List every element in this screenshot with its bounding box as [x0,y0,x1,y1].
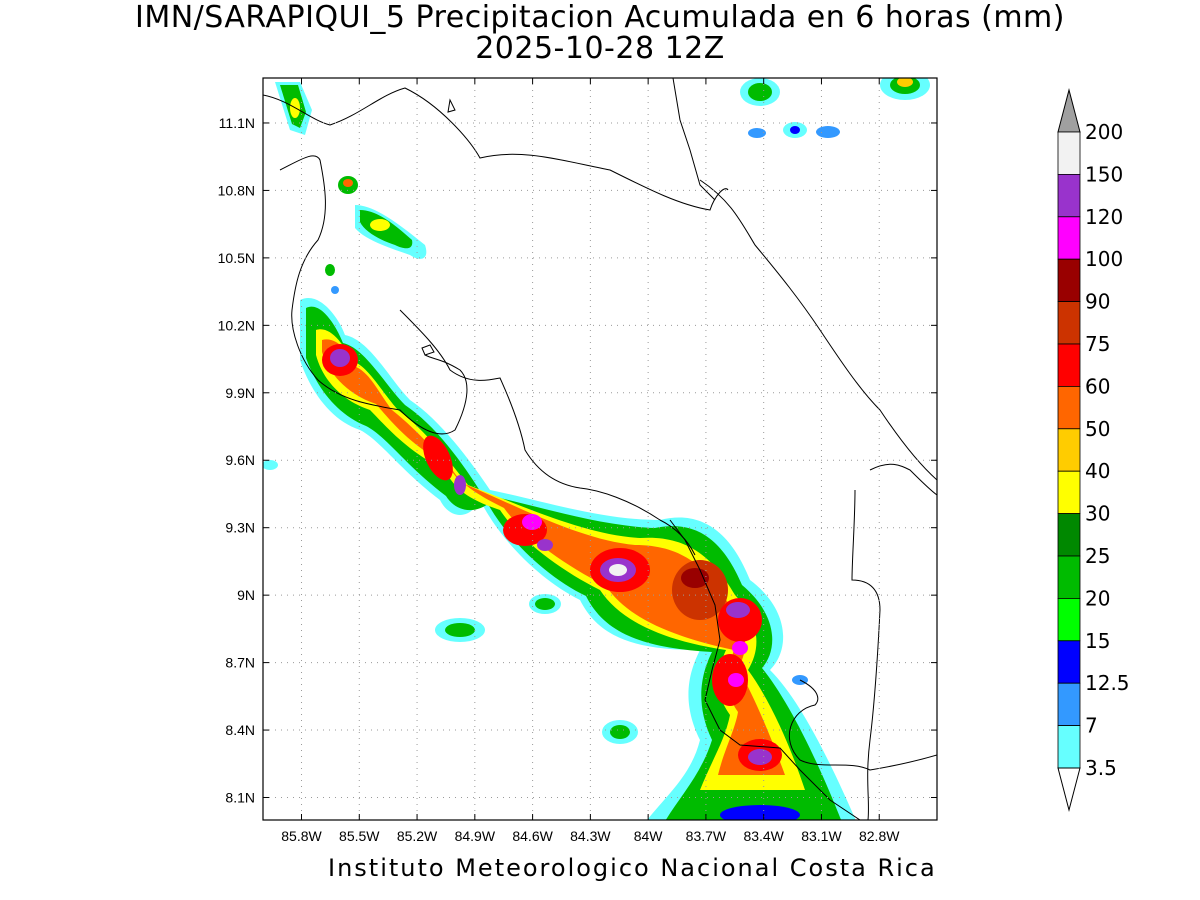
y-tick-label: 8.7N [225,655,255,671]
colorbar-label: 40 [1085,459,1110,483]
x-tick-label: 82.8W [859,828,900,844]
colorbar-label: 20 [1085,586,1110,610]
colorbar-label: 120 [1085,205,1123,229]
x-tick-label: 85.8W [281,828,322,844]
colorbar-under-arrow [1057,767,1081,812]
y-axis: 11.1N 10.8N 10.5N 10.2N 9.9N 9.6N 9.3N 9N 8.7N 8.… [218,115,937,806]
colorbar-label: 7 [1085,714,1098,738]
x-tick-label: 83.1W [801,828,842,844]
colorbar-swatch [1057,470,1081,515]
map-title: IMN/SARAPIQUI_5 Precipitacion Acumulada … [135,0,1065,35]
colorbar-label: 12.5 [1085,671,1130,695]
x-tick-label: 84.9W [455,828,496,844]
colorbar-label: 150 [1085,162,1123,186]
colorbar-swatch [1057,555,1081,599]
coastline [263,87,937,820]
y-tick-label: 9N [237,587,255,603]
colorbar-label: 15 [1085,629,1110,653]
y-tick-label: 10.2N [218,317,255,333]
colorbar-over-arrow [1057,88,1081,133]
colorbar-swatch [1057,513,1081,557]
y-tick-label: 10.8N [218,182,255,198]
y-tick-label: 10.5N [218,250,255,266]
colorbar-label: 100 [1085,247,1123,271]
colorbar-swatch [1057,598,1081,642]
y-tick-label: 9.3N [225,520,255,536]
national-border [669,78,861,820]
colorbar-label: 90 [1085,290,1110,314]
x-tick-label: 83.7W [686,828,727,844]
y-tick-label: 9.6N [225,452,255,468]
colorbar-swatch [1057,301,1081,345]
x-tick-label: 84.6W [512,828,553,844]
institution-footer: Instituto Meteorologico Nacional Costa R… [328,854,937,882]
colorbar-label: 30 [1085,502,1110,526]
colorbar-swatch [1057,725,1081,769]
map-grid [263,78,937,820]
precipitation-field [263,78,930,820]
colorbar-swatch [1057,343,1081,387]
x-tick-label: 84.3W [570,828,611,844]
y-tick-label: 8.4N [225,722,255,738]
colorbar-swatch [1057,428,1081,472]
colorbar-swatch [1057,640,1081,684]
map-frame [262,77,938,821]
colorbar-label: 60 [1085,374,1110,398]
colorbar-swatch [1057,216,1081,260]
x-tick-label: 84W [634,828,664,844]
colorbar-swatch [1057,131,1081,175]
colorbar-legend: 200 150 120 100 90 75 60 50 40 30 25 20 15 12.5 7 3.5 [1057,88,1130,812]
colorbar-label: 75 [1085,332,1110,356]
colorbar-label: 200 [1085,120,1123,144]
map-datetime: 2025-10-28 12Z [475,31,725,66]
colorbar-label: 3.5 [1085,756,1117,780]
colorbar-label: 25 [1085,544,1110,568]
colorbar-swatch [1057,682,1081,727]
x-tick-label: 83.4W [743,828,784,844]
y-tick-label: 11.1N [219,115,255,131]
x-tick-label: 85.2W [397,828,438,844]
y-tick-label: 9.9N [225,385,255,401]
x-axis: 85.8W 85.5W 85.2W 84.9W 84.6W 84.3W 84W 83.7W 83… [281,78,900,844]
colorbar-label: 50 [1085,417,1110,441]
y-tick-label: 8.1N [225,790,255,806]
colorbar-swatch [1057,173,1081,218]
colorbar-swatch [1057,385,1081,430]
colorbar-swatch [1057,258,1081,303]
x-tick-label: 85.5W [339,828,380,844]
